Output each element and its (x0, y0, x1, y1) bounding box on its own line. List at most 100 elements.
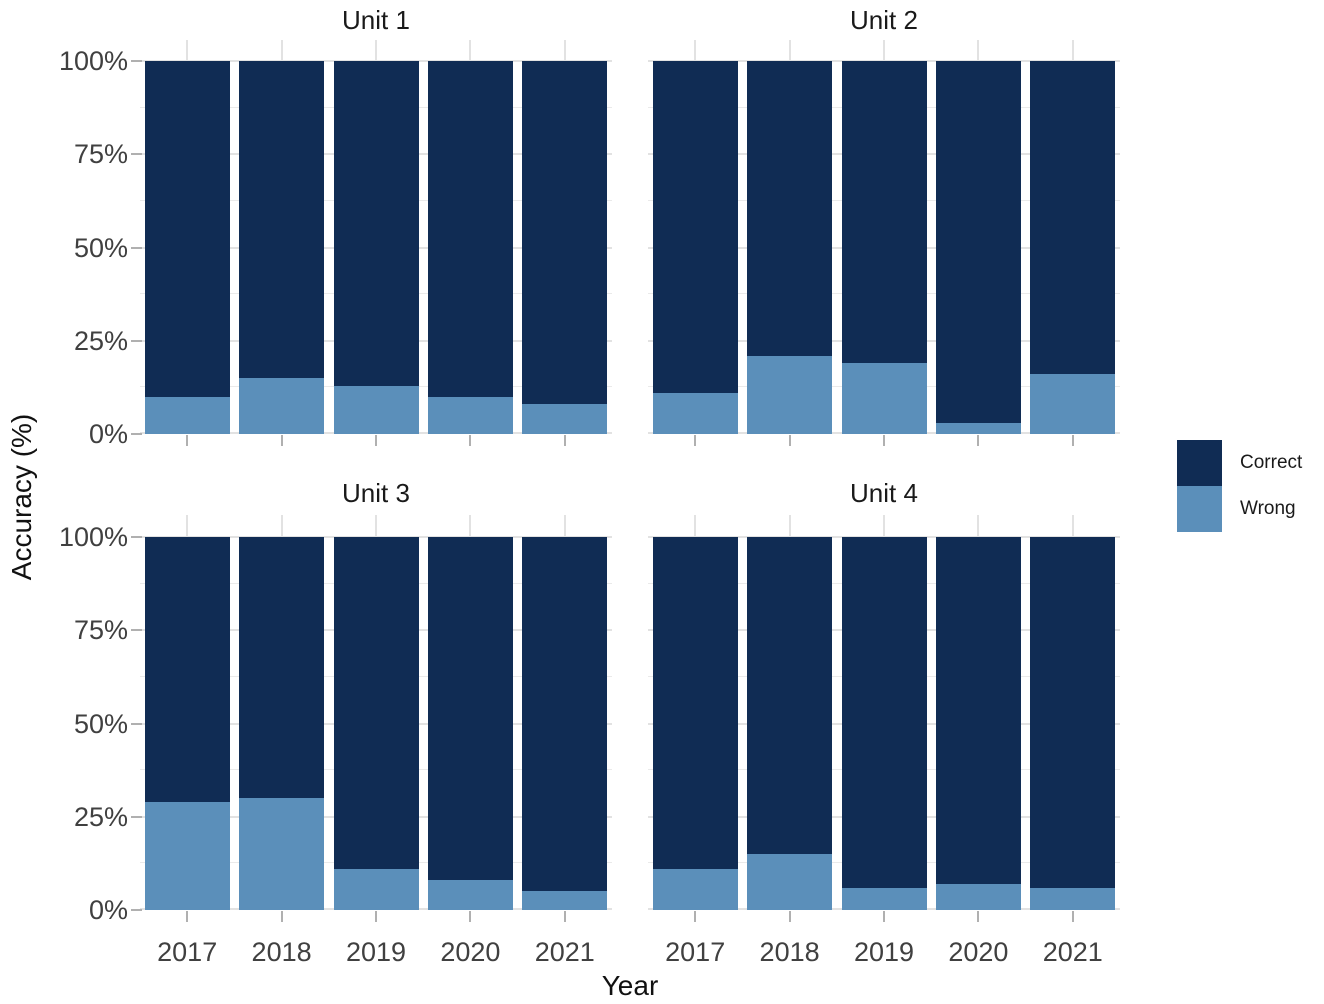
bar-unit-1-2017 (144, 61, 230, 434)
x-tick-label: 2017 (157, 937, 218, 967)
bar-unit-4-2018 (747, 537, 833, 910)
segment-correct-unit-4-2021 (1030, 537, 1116, 888)
x-tick (883, 435, 885, 446)
segment-wrong-unit-3-2019 (333, 868, 419, 910)
bar-unit-2-2018 (747, 61, 833, 434)
legend-swatch-correct (1177, 440, 1222, 486)
segment-correct-unit-1-2017 (144, 61, 230, 397)
legend-item-correct: Correct (1177, 440, 1302, 486)
legend-swatch-wrong (1177, 486, 1222, 532)
segment-correct-unit-1-2018 (239, 61, 325, 379)
segment-correct-unit-1-2019 (333, 61, 419, 386)
x-tick (469, 435, 472, 446)
x-tick (977, 911, 980, 922)
x-tick (375, 911, 377, 922)
bar-unit-1-2018 (239, 61, 325, 434)
segment-correct-unit-3-2020 (427, 537, 513, 881)
x-tick (280, 911, 283, 922)
bar-unit-3-2018 (239, 537, 325, 910)
segment-wrong-unit-1-2018 (239, 378, 325, 434)
segment-wrong-unit-4-2020 (935, 883, 1021, 910)
y-tick (131, 246, 142, 249)
bar-unit-3-2020 (427, 537, 513, 910)
segment-correct-unit-3-2017 (144, 537, 230, 802)
segment-wrong-unit-2-2019 (841, 363, 927, 434)
y-tick (131, 60, 142, 62)
bar-unit-2-2017 (652, 61, 738, 434)
x-tick (375, 435, 377, 446)
x-tick (694, 911, 697, 922)
segment-correct-unit-4-2017 (652, 537, 738, 869)
y-tick-label: 50% (73, 708, 128, 739)
y-tick (131, 629, 142, 632)
bar-unit-1-2019 (333, 61, 419, 434)
facet-title-unit-1: Unit 1 (342, 5, 410, 35)
y-tick (131, 815, 142, 818)
segment-correct-unit-4-2019 (841, 537, 927, 888)
x-tick (1071, 435, 1074, 446)
x-tick (186, 911, 189, 922)
facet-title-unit-4: Unit 4 (850, 478, 918, 508)
segment-wrong-unit-4-2021 (1030, 887, 1116, 910)
x-tick-label: 2019 (345, 937, 407, 967)
x-tick-label: 2020 (948, 937, 1009, 967)
x-tick-label: 2021 (1042, 937, 1103, 967)
x-tick-label: 2018 (251, 937, 312, 967)
segment-correct-unit-1-2021 (522, 61, 608, 405)
segment-wrong-unit-4-2019 (841, 887, 927, 910)
y-tick (131, 909, 142, 911)
facet-title-unit-3: Unit 3 (342, 478, 410, 508)
y-tick-label: 0% (88, 419, 128, 449)
segment-correct-unit-3-2021 (522, 537, 608, 892)
legend-item-wrong: Wrong (1177, 486, 1302, 532)
segment-correct-unit-3-2018 (239, 537, 325, 799)
x-tick (280, 435, 283, 446)
y-tick-label: 100% (58, 522, 128, 552)
y-tick (131, 536, 142, 538)
segment-correct-unit-2-2018 (747, 61, 833, 356)
legend: Correct Wrong (1177, 440, 1302, 532)
y-tick (131, 433, 142, 435)
x-tick-label: 2017 (665, 937, 726, 967)
segment-wrong-unit-1-2019 (333, 385, 419, 434)
legend-label-correct: Correct (1240, 452, 1303, 473)
panel-unit-4 (648, 515, 1120, 910)
y-tick-label: 100% (58, 46, 128, 76)
y-tick (131, 339, 142, 342)
segment-correct-unit-1-2020 (427, 61, 513, 397)
x-tick (563, 911, 566, 922)
x-tick (977, 435, 980, 446)
x-tick (694, 435, 697, 446)
bar-unit-2-2019 (841, 61, 927, 434)
bar-unit-1-2020 (427, 61, 513, 434)
legend-label-wrong: Wrong (1240, 498, 1296, 519)
x-axis-title: Year (601, 970, 659, 1001)
bar-unit-3-2017 (144, 537, 230, 910)
y-tick-label: 25% (73, 325, 128, 356)
segment-wrong-unit-1-2020 (427, 396, 513, 434)
x-tick-label: 2019 (853, 937, 915, 967)
y-tick-label: 25% (73, 801, 128, 832)
x-tick-label: 2021 (534, 937, 595, 967)
x-tick (1071, 911, 1074, 922)
bar-unit-4-2019 (841, 537, 927, 910)
segment-correct-unit-2-2020 (935, 61, 1021, 423)
segment-wrong-unit-4-2018 (747, 854, 833, 910)
panel-unit-3 (140, 515, 612, 910)
x-tick (469, 911, 472, 922)
bar-unit-4-2017 (652, 537, 738, 910)
bar-unit-1-2021 (522, 61, 608, 434)
bar-unit-3-2021 (522, 537, 608, 910)
panel-unit-2 (648, 40, 1120, 434)
segment-wrong-unit-2-2017 (652, 392, 738, 434)
y-tick-label: 50% (73, 232, 128, 263)
bar-unit-2-2020 (935, 61, 1021, 434)
segment-wrong-unit-3-2018 (239, 798, 325, 910)
segment-correct-unit-2-2017 (652, 61, 738, 393)
x-tick-label: 2018 (759, 937, 820, 967)
y-tick-label: 0% (88, 895, 128, 925)
panel-unit-1 (140, 40, 612, 434)
bar-unit-3-2019 (333, 537, 419, 910)
segment-wrong-unit-1-2017 (144, 396, 230, 434)
segment-wrong-unit-1-2021 (522, 404, 608, 434)
